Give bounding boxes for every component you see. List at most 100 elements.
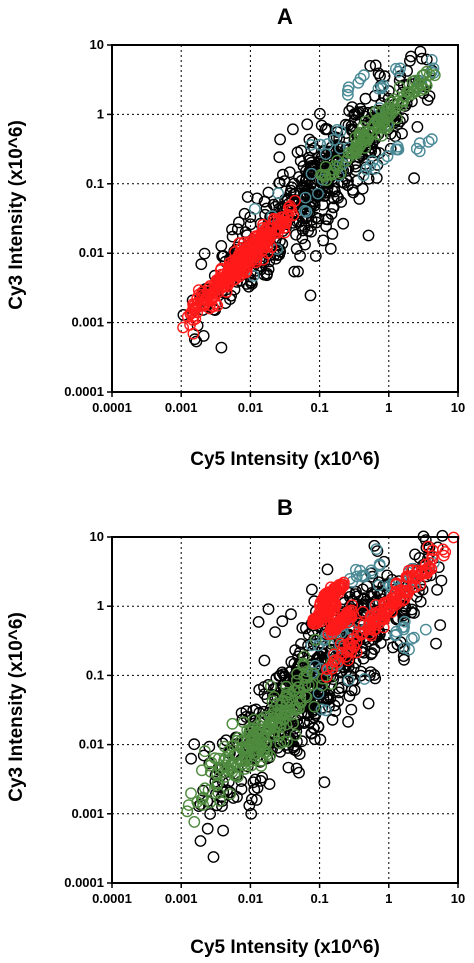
data-point (336, 176, 348, 188)
data-point (270, 672, 283, 684)
data-point (364, 622, 377, 635)
data-point (240, 755, 253, 767)
data-point (331, 154, 344, 167)
data-point (238, 207, 251, 220)
y-tick-label: 0.1 (86, 176, 104, 191)
data-point (411, 121, 424, 133)
data-point (291, 667, 304, 680)
x-tick-label: 1 (385, 891, 392, 906)
data-point (248, 202, 261, 215)
data-point (326, 598, 339, 610)
data-point (225, 758, 238, 770)
data-point (277, 668, 290, 681)
data-point (260, 202, 273, 215)
data-point (324, 242, 337, 255)
y-tick-label: 0.01 (79, 737, 104, 752)
y-tick-label: 0.001 (71, 806, 104, 821)
data-point (327, 648, 340, 661)
data-point (294, 155, 307, 167)
data-point (360, 163, 373, 176)
y-tick-label: 0.1 (86, 667, 104, 682)
data-point (269, 626, 281, 638)
data-point (364, 618, 377, 631)
data-point (274, 133, 286, 146)
data-point (373, 587, 386, 600)
data-point (299, 238, 311, 251)
data-point (390, 628, 403, 641)
data-point (325, 208, 338, 220)
data-point (308, 700, 321, 713)
data-point (370, 114, 383, 127)
data-point (301, 118, 314, 131)
panel-a-plot: 0.0001 0.001 0.01 0.1 1 10 0.0001 0.001 0.01 0.1 1… (64, 37, 465, 415)
data-point (282, 761, 295, 774)
data-point (223, 268, 236, 281)
data-point (258, 195, 271, 208)
data-point (320, 670, 333, 683)
data-point (372, 579, 385, 592)
data-point (314, 138, 327, 151)
data-point (259, 224, 272, 237)
data-point (276, 168, 289, 181)
data-point (357, 646, 370, 659)
data-point (406, 603, 418, 616)
data-point (181, 805, 194, 818)
x-tick-label: 0.01 (238, 891, 263, 906)
data-point (419, 563, 432, 576)
data-point (243, 799, 256, 812)
y-tick-label: 1 (97, 598, 104, 613)
data-point (386, 641, 399, 654)
data-point (215, 275, 228, 288)
data-point (326, 623, 338, 636)
data-point (249, 732, 262, 745)
data-point (298, 715, 311, 728)
data-point (204, 765, 217, 778)
data-point (345, 120, 358, 133)
y-tick-label: 0.0001 (64, 384, 104, 399)
data-point (195, 293, 208, 306)
data-point (204, 796, 217, 809)
data-point (210, 274, 223, 286)
data-point (204, 808, 217, 820)
data-point (365, 564, 378, 577)
data-point (190, 335, 203, 348)
data-point (272, 187, 284, 200)
data-point (216, 800, 228, 812)
data-point (217, 824, 230, 837)
data-point (320, 704, 332, 717)
data-point (258, 744, 270, 756)
data-point (303, 716, 316, 728)
series-3 (177, 194, 301, 340)
data-point (375, 129, 388, 142)
data-point (249, 256, 262, 268)
data-point (227, 792, 240, 804)
data-point (334, 167, 347, 180)
data-point (248, 754, 261, 766)
data-point (296, 651, 309, 664)
data-point (251, 781, 264, 794)
panel-a-xlabel: Cy5 Intensity (x10^6) (190, 449, 380, 470)
data-point (235, 783, 248, 795)
data-point (292, 265, 304, 278)
data-point (245, 807, 258, 820)
data-point (298, 204, 311, 217)
data-point (315, 168, 327, 181)
data-point (263, 778, 276, 790)
data-point (185, 787, 197, 800)
data-point (312, 639, 325, 652)
data-point (354, 564, 366, 577)
data-point (285, 708, 298, 721)
data-point (184, 318, 197, 331)
data-point (380, 104, 392, 117)
data-point (381, 150, 394, 163)
x-tick-label: 1 (385, 400, 392, 415)
data-point (242, 280, 255, 293)
data-point (280, 680, 293, 693)
y-tick-label: 0.01 (79, 245, 104, 260)
series-3 (307, 531, 460, 683)
data-point (307, 617, 320, 630)
data-point (436, 529, 449, 542)
data-point (264, 680, 277, 693)
data-point (285, 184, 297, 197)
data-point (328, 133, 340, 146)
